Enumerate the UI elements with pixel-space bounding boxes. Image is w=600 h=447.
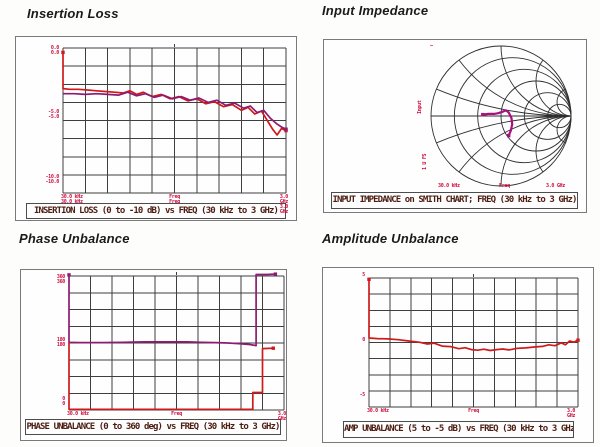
amplitude-unbalance-plot [367, 274, 580, 408]
insertion-loss-panel: INSERTION LOSS (0 to -10 dB) vs FREQ (30… [15, 36, 297, 221]
grid-lines [62, 44, 287, 194]
y-axis-tick-label: 5 [362, 272, 365, 278]
trace-end-marker [576, 338, 580, 342]
x-axis-tick-label: 30.0 kHz [67, 411, 89, 417]
trace-end-marker [67, 273, 71, 277]
smith-chart-grid [430, 45, 572, 187]
amplitude-unbalance-caption: AMP UNBALANCE (5 to -5 dB) vs FREQ (30 k… [343, 421, 574, 438]
grid-lines [68, 272, 285, 411]
x-axis-tick-label: Freq [468, 408, 479, 414]
insertion-loss-plot [61, 44, 288, 194]
amplitude-unbalance-panel: AMP UNBALANCE (5 to -5 dB) vs FREQ (30 k… [322, 267, 594, 443]
smith-side-label: Input [417, 100, 423, 114]
y-axis-tick-label: -10.0 -10.0 [45, 173, 59, 185]
trace-end-marker [507, 133, 511, 138]
chart-title-phase-unbalance: Phase Unbalance [19, 231, 130, 246]
input-impedance-caption: INPUT IMPEDANCE on SMITH CHART; FREQ (30… [331, 192, 578, 209]
phase-purple-trace [68, 273, 276, 347]
x-axis-tick-label: 3.0 GHz [567, 408, 576, 419]
trace-end-marker [273, 272, 278, 276]
x-axis-tick-label: 30.0 kHz [438, 183, 460, 189]
trace-end-marker [284, 127, 288, 131]
y-axis-tick-label: 0 0 [62, 395, 65, 407]
y-axis-tick-label: 0.0 0.0 [50, 44, 59, 56]
x-axis-tick-label: 3.0 GHz [277, 411, 286, 422]
trace-end-marker [61, 50, 65, 55]
phase-red-trace [68, 342, 274, 411]
smith-side-label: – [430, 43, 433, 49]
trace-end-marker [481, 112, 485, 117]
insertion-loss-caption: INSERTION LOSS (0 to -10 dB) vs FREQ (30… [26, 203, 286, 219]
x-axis-tick-label: 3.0 GHz 3.0 GHz [279, 194, 288, 215]
x-axis-tick-label: 30.0 kHz 30.0 kHz [61, 194, 83, 205]
channel-2-purple-trace [63, 91, 287, 130]
smith-chart-plot [430, 45, 572, 187]
phase-unbalance-panel: PHASE UNBALANCE (0 to 360 deg) vs FREQ (… [20, 269, 287, 441]
x-axis-tick-label: 3.0 GHz [546, 183, 565, 189]
chart-title-input-impedance: Input Impedance [322, 3, 429, 18]
phase-unbalance-caption: PHASE UNBALANCE (0 to 360 deg) vs FREQ (… [25, 419, 281, 435]
trace-end-marker [367, 277, 371, 281]
x-axis-tick-label: Freq [499, 183, 510, 189]
y-axis-tick-label: -5.0 -5.0 [48, 108, 59, 120]
x-axis-tick-label: Freq Freq [169, 194, 180, 205]
input-impedance-panel: INPUT IMPEDANCE on SMITH CHART; FREQ (30… [323, 39, 587, 213]
amp-red-trace [368, 279, 579, 352]
s11-trace [482, 109, 514, 137]
trace-end-marker [271, 346, 275, 350]
grid-lines [368, 274, 579, 408]
x-axis-tick-label: 30.0 kHz [367, 408, 389, 414]
chart-title-amplitude-unbalance: Amplitude Unbalance [322, 231, 459, 246]
y-axis-tick-label: 180 180 [56, 337, 65, 348]
chart-title-insertion-loss: Insertion Loss [27, 6, 119, 21]
phase-unbalance-plot [67, 272, 285, 411]
y-axis-tick-label: 360 360 [56, 274, 65, 286]
y-axis-tick-label: 0 [362, 336, 365, 343]
y-axis-tick-label: -5 [359, 391, 366, 398]
smith-side-label: 1 U FS [422, 153, 428, 170]
x-axis-tick-label: Freq [171, 411, 182, 417]
